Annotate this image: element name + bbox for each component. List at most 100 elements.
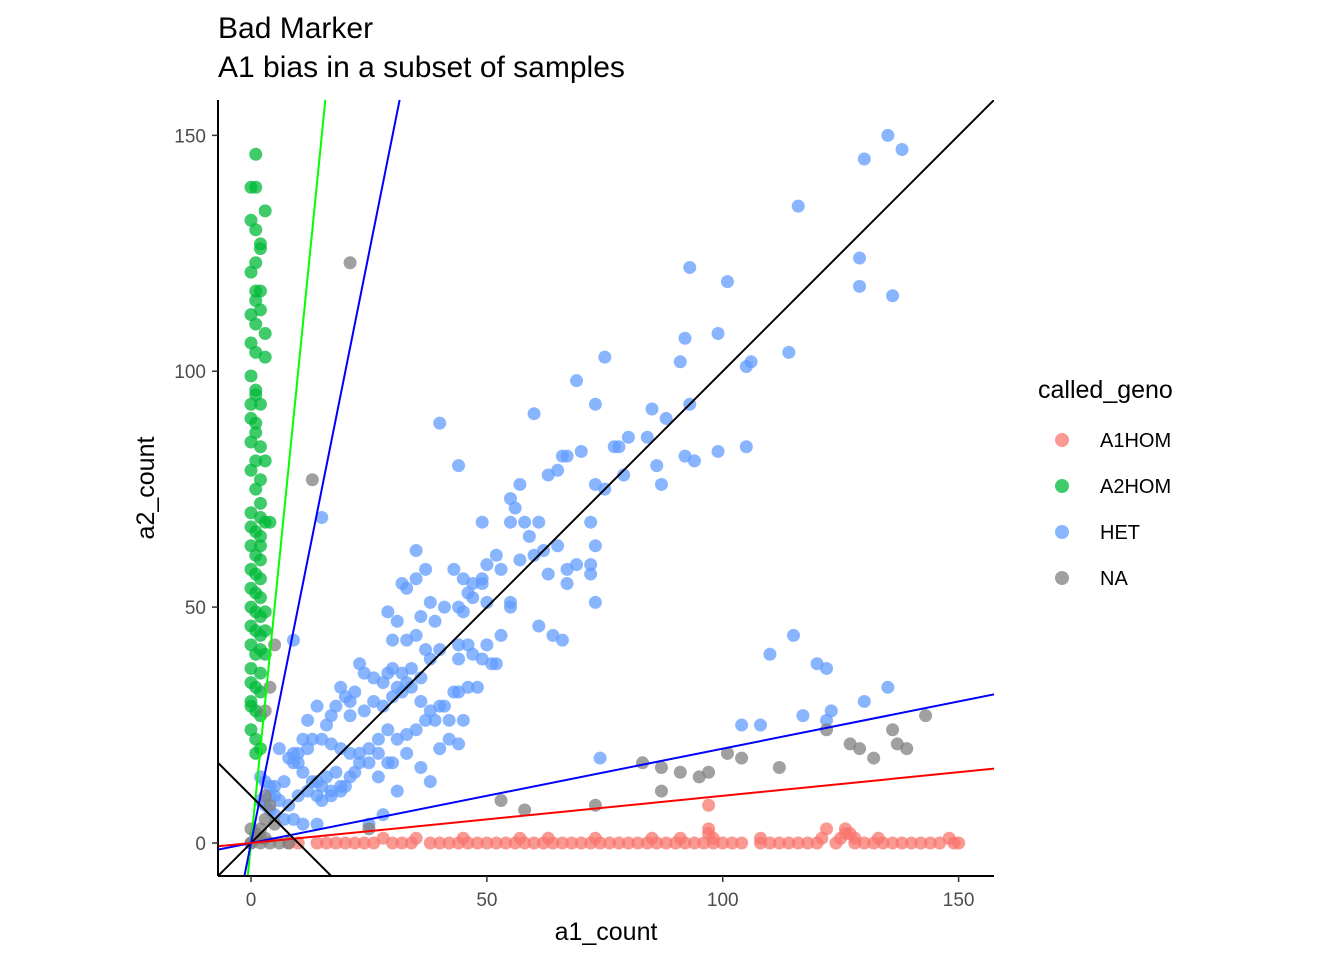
point-het xyxy=(617,468,631,482)
point-het xyxy=(541,567,555,581)
point-na xyxy=(518,803,532,817)
point-a1hom xyxy=(791,836,805,850)
point-het xyxy=(588,595,602,609)
point-a1hom xyxy=(650,836,664,850)
point-het xyxy=(310,817,324,831)
point-a1hom xyxy=(772,836,786,850)
point-het xyxy=(433,643,447,657)
het-upper-boundary-line xyxy=(243,100,401,876)
point-het xyxy=(452,459,466,473)
point-het xyxy=(319,718,333,732)
legend-key-a1hom xyxy=(1055,433,1069,447)
point-a1hom xyxy=(631,836,645,850)
legend-label-na: NA xyxy=(1100,568,1128,590)
point-het xyxy=(386,633,400,647)
point-het xyxy=(555,633,569,647)
point-het xyxy=(371,746,385,760)
point-het xyxy=(508,501,522,515)
point-a1hom xyxy=(319,836,333,850)
point-a2hom xyxy=(244,694,258,708)
point-na xyxy=(362,822,376,836)
point-a1hom xyxy=(499,836,513,850)
points-layer xyxy=(244,128,966,850)
point-na xyxy=(253,822,267,836)
point-a1hom xyxy=(555,836,569,850)
point-a1hom xyxy=(480,836,494,850)
legend-key-het xyxy=(1055,525,1069,539)
point-na xyxy=(654,784,668,798)
point-het xyxy=(518,515,532,529)
point-het xyxy=(381,723,395,737)
point-het xyxy=(881,680,895,694)
point-het xyxy=(853,251,867,265)
point-het xyxy=(414,761,428,775)
point-het xyxy=(480,595,494,609)
point-het xyxy=(881,128,895,142)
point-het xyxy=(390,784,404,798)
point-het xyxy=(886,289,900,303)
point-het xyxy=(470,680,484,694)
y-tick-label: 100 xyxy=(174,362,206,383)
point-a1hom xyxy=(603,836,617,850)
axis-ticks: 0 50 100 150 0 50 100 150 xyxy=(174,126,974,911)
point-a1hom xyxy=(904,836,918,850)
point-het xyxy=(296,817,310,831)
point-a1hom xyxy=(735,836,749,850)
point-a2hom xyxy=(258,647,272,661)
point-het xyxy=(503,595,517,609)
point-na xyxy=(919,709,933,723)
unity-line xyxy=(218,100,994,876)
point-het xyxy=(409,544,423,558)
point-het xyxy=(376,699,390,713)
point-het xyxy=(381,756,395,770)
x-axis-title: a1_count xyxy=(555,918,658,946)
point-a1hom xyxy=(574,836,588,850)
point-het xyxy=(711,444,725,458)
legend-title: called_geno xyxy=(1038,376,1173,404)
point-het xyxy=(480,638,494,652)
point-het xyxy=(452,638,466,652)
point-het xyxy=(456,605,470,619)
point-a2hom xyxy=(244,397,258,411)
point-het xyxy=(409,572,423,586)
point-het xyxy=(390,732,404,746)
het-lower-boundary-line xyxy=(218,693,994,851)
point-het xyxy=(753,718,767,732)
point-a2hom xyxy=(253,553,267,567)
point-a2hom xyxy=(253,397,267,411)
point-het xyxy=(456,572,470,586)
point-het xyxy=(551,539,565,553)
point-het xyxy=(428,713,442,727)
point-het xyxy=(612,440,626,454)
point-het xyxy=(353,746,367,760)
point-na xyxy=(735,751,749,765)
point-het xyxy=(310,699,324,713)
point-het xyxy=(400,746,414,760)
point-het xyxy=(272,742,286,756)
point-het xyxy=(461,680,475,694)
point-het xyxy=(796,709,810,723)
y-axis-title: a2_count xyxy=(132,437,160,540)
point-a1hom xyxy=(952,836,966,850)
legend-label-a1hom: A1HOM xyxy=(1100,430,1171,452)
point-het xyxy=(475,572,489,586)
point-het xyxy=(560,577,574,591)
point-het xyxy=(598,350,612,364)
point-na xyxy=(720,746,734,760)
point-a2hom xyxy=(249,223,263,237)
point-na xyxy=(853,742,867,756)
point-het xyxy=(296,732,310,746)
point-het xyxy=(532,619,546,633)
point-het xyxy=(588,397,602,411)
point-het xyxy=(654,477,668,491)
point-a1hom xyxy=(470,836,484,850)
point-a1hom xyxy=(329,836,343,850)
point-a2hom xyxy=(253,440,267,454)
point-het xyxy=(315,732,329,746)
point-het xyxy=(527,407,541,421)
y-tick-label: 50 xyxy=(185,598,206,619)
point-het xyxy=(343,709,357,723)
point-a1hom xyxy=(820,822,834,836)
point-het xyxy=(452,737,466,751)
point-a2hom xyxy=(258,454,272,468)
